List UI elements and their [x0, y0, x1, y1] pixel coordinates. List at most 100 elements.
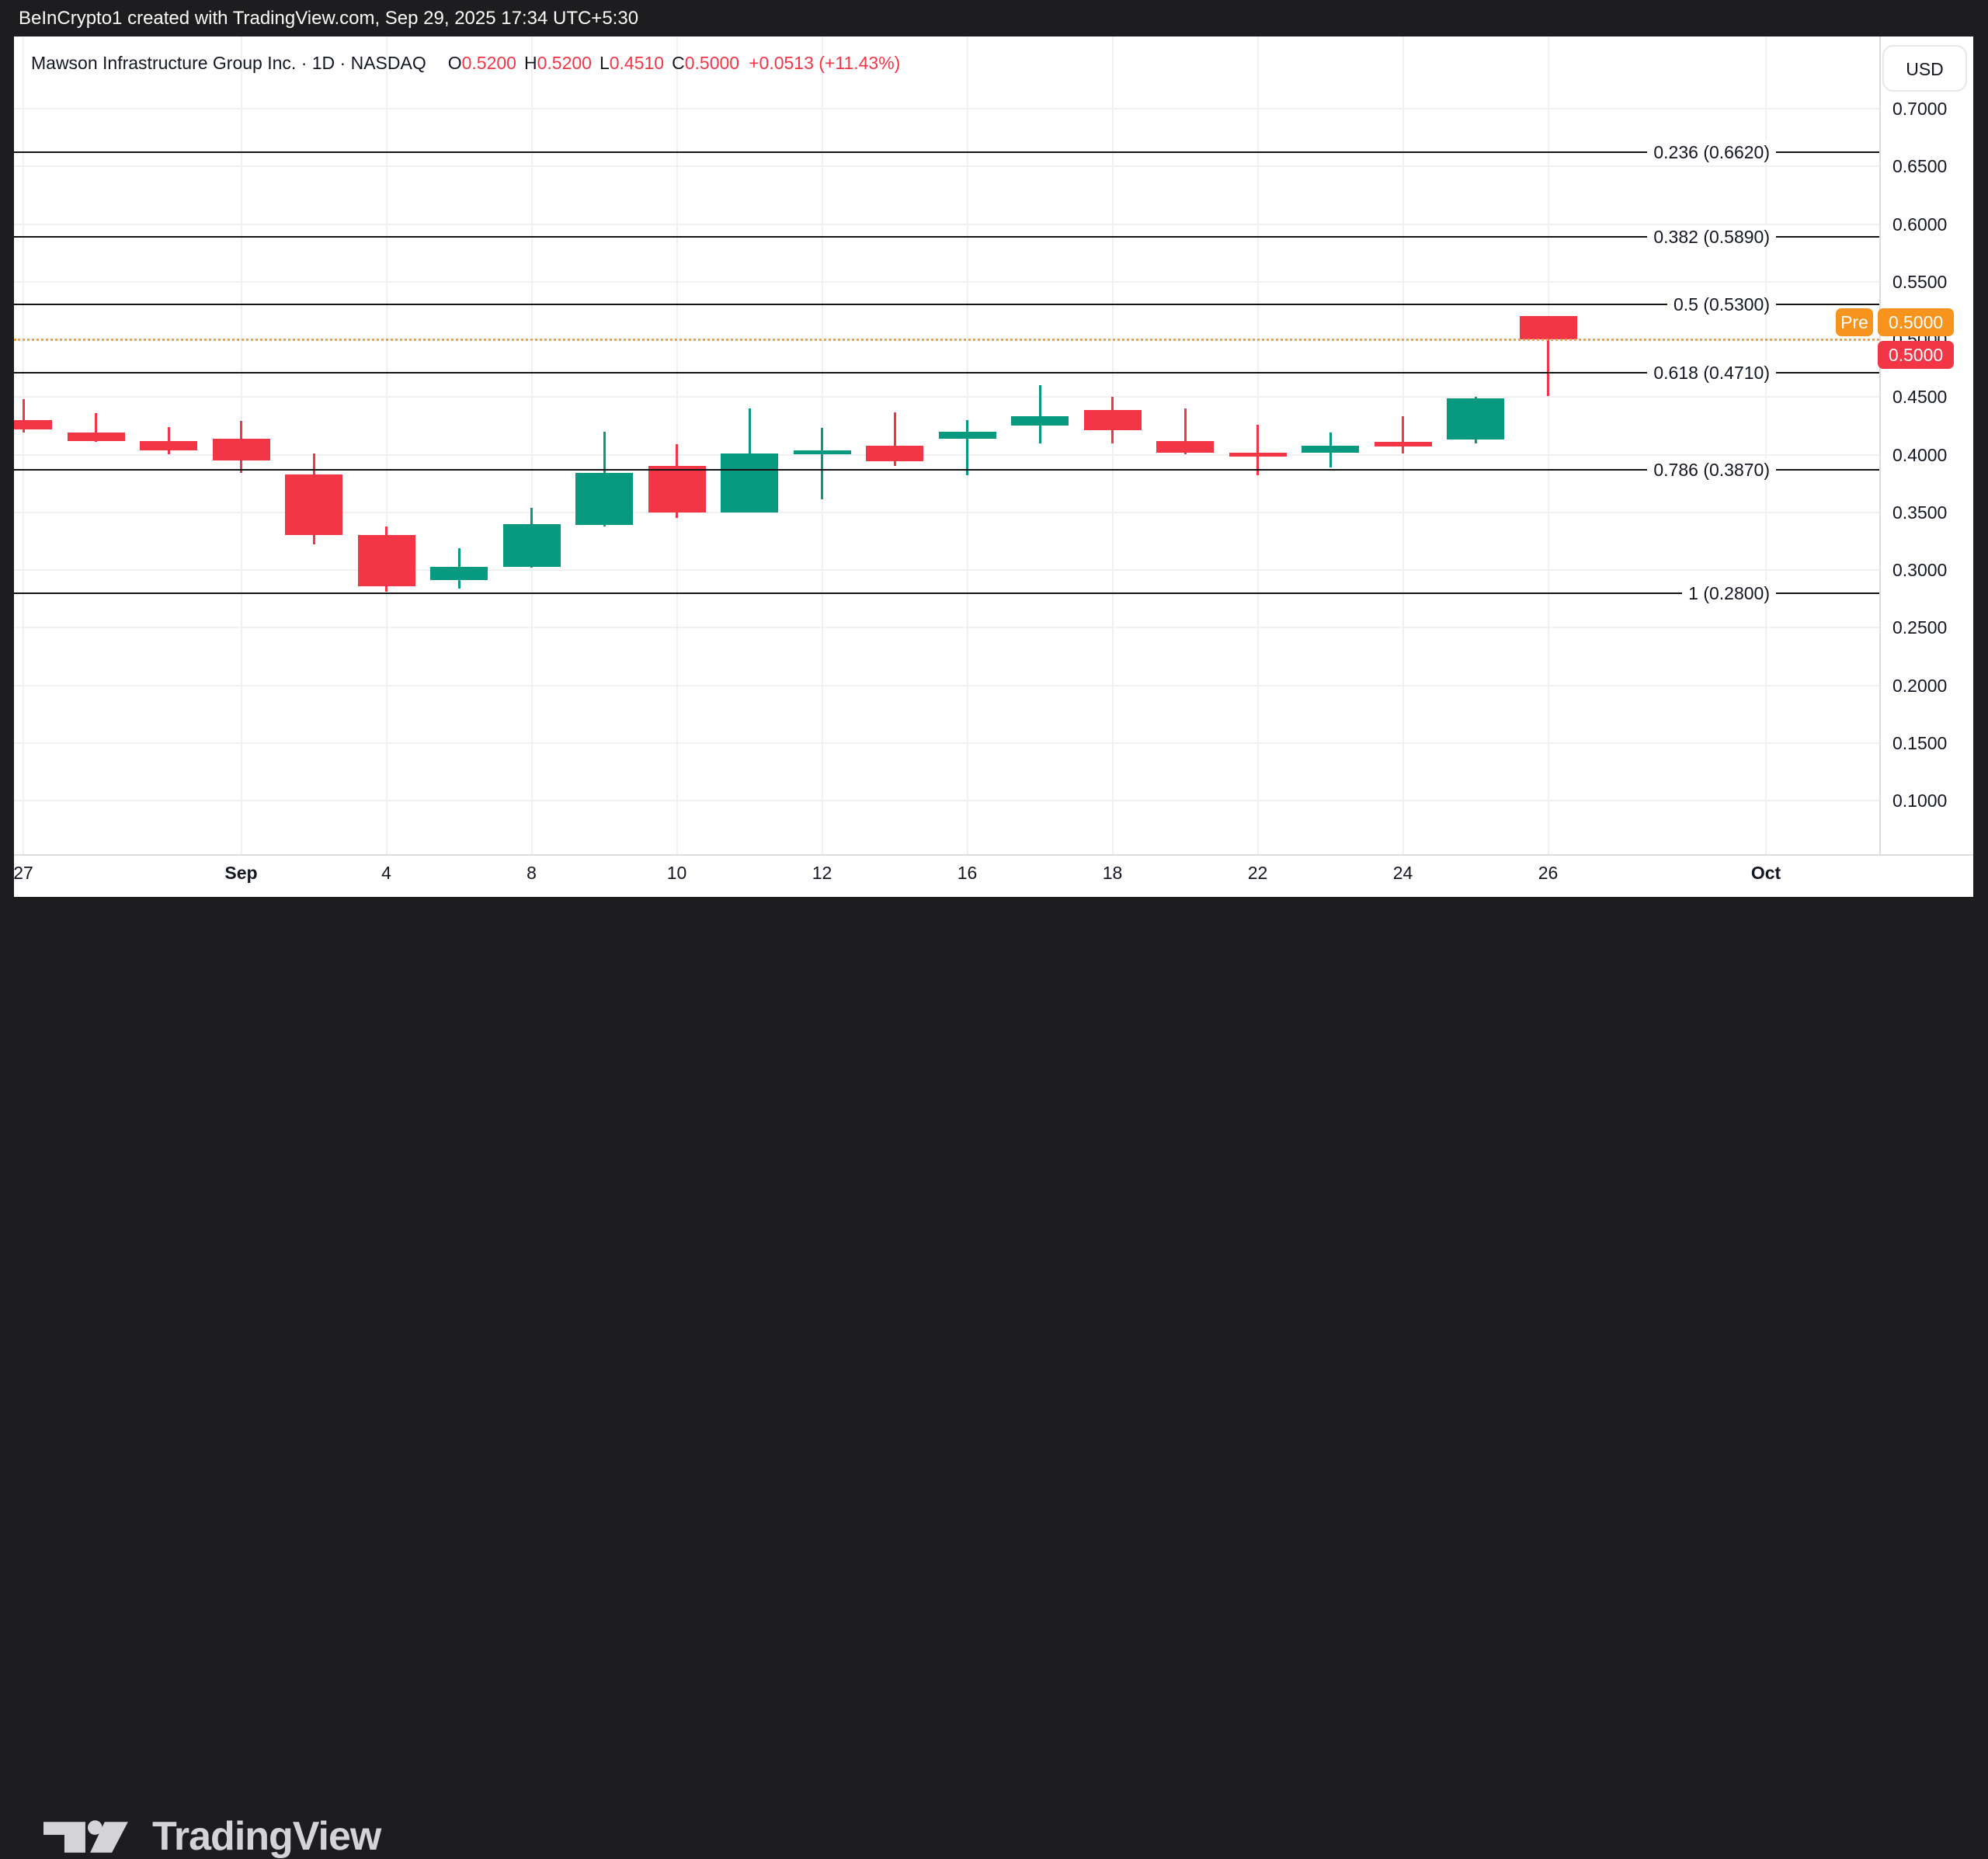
candle-body-sep-9	[575, 473, 633, 526]
tradingview-brand-text: TradingView	[152, 1814, 381, 1859]
date-tick-label: 27	[14, 863, 33, 883]
attribution-text: BeInCrypto1 created with TradingView.com…	[19, 8, 639, 29]
chart-panel: 0.236 (0.6620) 0.382 (0.5890) 0.5 (0.5300)…	[14, 36, 1973, 897]
date-axis[interactable]: 27 Sep 4 8 10 12 16 18 22 24 26 Oct	[14, 854, 1973, 897]
candle-body-sep-16	[938, 431, 996, 439]
price-tick-label: 0.1000	[1892, 791, 1948, 811]
date-gridline	[530, 36, 533, 854]
candle-body-sep-3	[285, 474, 342, 536]
price-gridline	[14, 742, 1879, 744]
date-gridline	[1765, 36, 1767, 854]
fib-line	[14, 468, 1879, 471]
date-tick-label: Oct	[1750, 863, 1781, 883]
candle-body-sep-24	[1374, 442, 1432, 447]
price-gridline	[14, 165, 1879, 168]
candle-wick-sep-17	[1038, 385, 1041, 443]
price-gridline	[14, 627, 1879, 629]
ohlc-label-c: C	[672, 53, 685, 73]
candle-wick-sep-12	[821, 428, 823, 500]
tradingview-logo[interactable]: TradingView	[43, 1816, 556, 1857]
candle-body-sep-26	[1519, 316, 1577, 339]
date-tick-label: 18	[1102, 863, 1123, 883]
ohlc-value-c: 0.5000	[684, 53, 740, 73]
price-tick-label: 0.3500	[1892, 502, 1948, 523]
symbol-legend: Mawson Infrastructure Group Inc. · 1D · …	[31, 50, 900, 75]
fib-label: 0.382 (0.5890)	[1647, 224, 1776, 248]
ohlc-label-h: H	[523, 53, 537, 73]
chart-area[interactable]: 0.236 (0.6620) 0.382 (0.5890) 0.5 (0.5300)…	[14, 36, 1879, 854]
date-gridline	[385, 36, 388, 854]
candle-wick-sep-22	[1256, 424, 1259, 476]
fib-label: 0.786 (0.3870)	[1647, 457, 1776, 481]
candle-body-aug-29	[140, 440, 197, 450]
candle-wick-sep-16	[966, 419, 968, 476]
pre-market-badge: Pre	[1836, 308, 1873, 336]
date-tick-label: 10	[666, 863, 687, 883]
date-tick-label: 4	[381, 863, 391, 883]
fib-line	[14, 151, 1879, 154]
candle-wick-aug-28	[95, 413, 97, 443]
candle-body-sep-23	[1302, 445, 1359, 453]
candle-body-sep-17	[1011, 416, 1069, 426]
candle-body-sep-12	[793, 450, 851, 455]
pre-market-price-badge: 0.5000	[1878, 308, 1954, 336]
ohlc-label-o: O	[447, 53, 462, 73]
price-gridline	[14, 223, 1879, 225]
change-value: +0.0513 (+11.43%)	[749, 53, 901, 73]
price-gridline	[14, 684, 1879, 686]
candle-body-sep-10	[648, 466, 706, 513]
candle-wick-sep-15	[893, 412, 896, 467]
attribution-bar: BeInCrypto1 created with TradingView.com…	[0, 0, 1988, 36]
price-tick-label: 0.4000	[1892, 444, 1948, 465]
price-gridline	[14, 569, 1879, 571]
candle-body-sep-11	[721, 453, 778, 513]
price-tick-label: 0.6500	[1892, 156, 1948, 177]
tradingview-logo-icon	[43, 1820, 128, 1853]
candle-wick-sep-24	[1402, 416, 1404, 453]
candle-body-sep-25	[1447, 398, 1504, 440]
candle-body-sep-18	[1083, 409, 1142, 431]
date-tick-label: 22	[1247, 863, 1268, 883]
price-tick-label: 0.4500	[1892, 387, 1948, 408]
candle-wick-sep-19	[1183, 408, 1187, 455]
price-gridline	[14, 453, 1879, 456]
candle-body-sep-2	[212, 438, 270, 460]
price-tick-label: 0.2000	[1892, 675, 1948, 696]
ohlc-value-o: 0.5200	[461, 53, 516, 73]
date-tick-label: Sep	[224, 863, 258, 883]
candle-body-sep-4	[357, 535, 415, 586]
candle-wick-aug-27	[22, 399, 25, 433]
premarket-dotted-line	[14, 339, 1879, 341]
date-tick-label: 12	[812, 863, 832, 883]
fib-label: 1 (0.2800)	[1682, 581, 1776, 605]
fib-label: 0.5 (0.5300)	[1667, 293, 1776, 317]
date-tick-label: 8	[527, 863, 537, 883]
date-tick-label: 26	[1538, 863, 1559, 883]
price-axis[interactable]: USD 0.7000 0.6500 0.6000 0.5500 0.5000 0.4500…	[1879, 36, 1973, 854]
price-gridline	[14, 280, 1879, 283]
date-tick-label: 24	[1392, 863, 1413, 883]
ohlc-label-l: L	[599, 53, 610, 73]
price-gridline	[14, 396, 1879, 398]
fib-line	[14, 592, 1879, 594]
symbol-title: Mawson Infrastructure Group Inc. · 1D · …	[31, 53, 426, 73]
price-gridline	[14, 800, 1879, 801]
candle-body-sep-8	[502, 523, 561, 567]
currency-usd-button[interactable]: USD	[1882, 45, 1967, 92]
candle-body-sep-22	[1229, 452, 1287, 457]
candle-body-aug-28	[67, 433, 125, 441]
fib-line	[14, 235, 1879, 238]
candle-body-sep-15	[866, 445, 923, 462]
price-tick-label: 0.6000	[1892, 214, 1948, 235]
last-price-badge: 0.5000	[1878, 341, 1954, 369]
date-gridline	[23, 36, 24, 854]
price-gridline	[14, 108, 1879, 109]
footer-bar: TradingView	[0, 897, 1988, 1857]
date-tick-label: 16	[957, 863, 978, 883]
ohlc-value-h: 0.5200	[537, 53, 592, 73]
date-gridline	[1547, 36, 1549, 854]
date-gridline	[1111, 36, 1114, 854]
ohlc-value-l: 0.4510	[609, 53, 665, 73]
fib-label: 0.236 (0.6620)	[1647, 141, 1776, 165]
